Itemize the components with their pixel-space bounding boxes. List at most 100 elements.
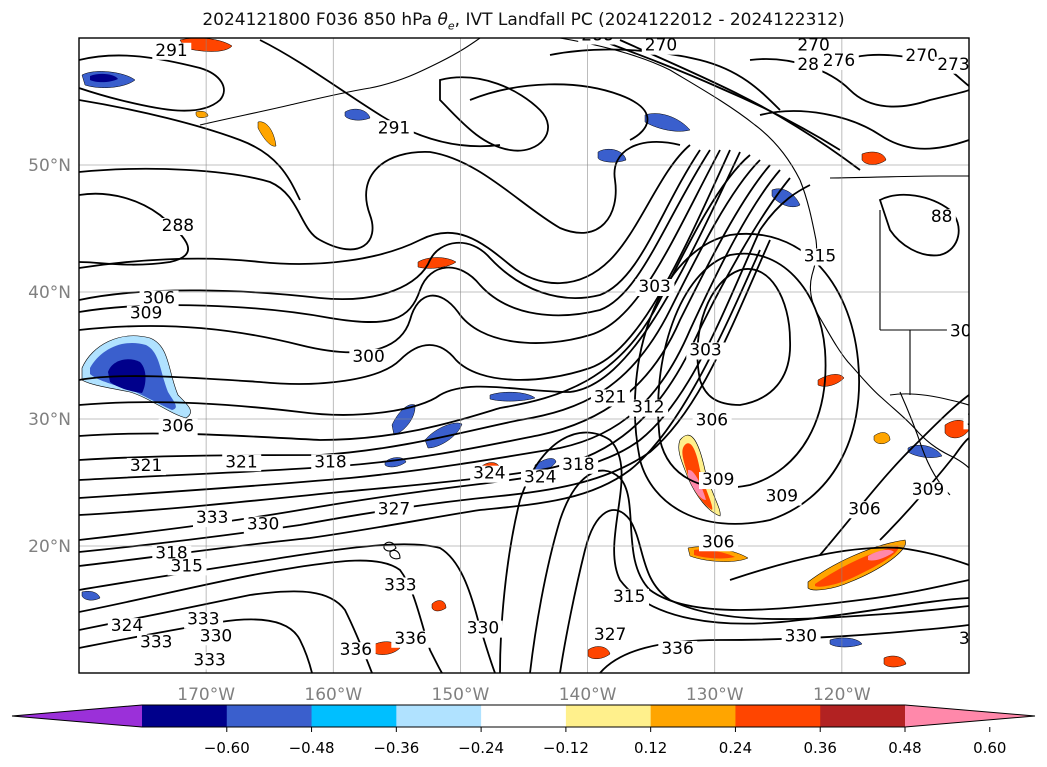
contour-label-bg — [578, 38, 618, 45]
colorbar-tick-label: −0.12 — [543, 739, 589, 757]
contour-label: 327 — [594, 625, 626, 645]
contour-label-bg — [686, 342, 726, 360]
contour-label-bg — [521, 469, 560, 487]
contour-label-bg — [908, 482, 948, 500]
contour-label-bg — [635, 279, 675, 296]
contour-label-bg — [781, 628, 821, 646]
contour-label: 336 — [661, 639, 693, 659]
contour-line — [79, 99, 301, 201]
contour-label: 318 — [314, 452, 346, 472]
contour-label: 336 — [394, 629, 426, 649]
contour-label-bg — [610, 588, 649, 606]
contour-line — [499, 431, 969, 673]
contour-label-bg — [794, 38, 834, 55]
contour-line — [79, 154, 751, 441]
positive-anomaly-blob — [873, 432, 891, 444]
colorbar-segment — [396, 705, 482, 727]
contour-label: 306 — [143, 288, 175, 308]
colorbar-outline — [11, 704, 1036, 728]
contour-label: 291 — [378, 118, 410, 138]
contour-label: 333 — [193, 650, 225, 670]
contour-label: 333 — [196, 508, 228, 528]
contour-label: 333 — [140, 633, 172, 653]
contour-label-bg — [190, 652, 230, 670]
contour-label: 336 — [340, 640, 372, 660]
contour-label: 270 — [905, 46, 937, 66]
contour-label: 321 — [130, 456, 162, 476]
contour-label: 324 — [524, 468, 556, 488]
contour-line — [599, 39, 841, 151]
contour-line — [79, 144, 691, 285]
contour-line — [729, 546, 969, 581]
contour-label: 321 — [594, 387, 626, 407]
contour-label: 306 — [848, 499, 880, 519]
contour-line — [79, 54, 225, 112]
contour-label-bg — [559, 456, 599, 474]
contour-label-bg — [470, 465, 510, 483]
contour-label: 28 — [797, 55, 819, 75]
contour-label-bg — [137, 634, 177, 652]
contour-line — [819, 394, 969, 556]
hawaii-island — [389, 549, 401, 560]
negative-anomaly-blob — [907, 445, 943, 458]
contour-line — [439, 76, 549, 152]
colorbar-tick-label: 0.48 — [888, 739, 921, 757]
contour-label: 318 — [562, 455, 594, 475]
contour-label-bg — [794, 56, 823, 74]
contour-label-bg — [243, 516, 283, 534]
contour-label-bg — [336, 642, 376, 660]
contour-label-bg — [692, 412, 732, 430]
lat-tick-labels: 20°N 30°N 40°N 50°N — [28, 156, 71, 557]
colorbar-tick-label: 0.12 — [634, 739, 667, 757]
title-theta-sub: e — [447, 19, 455, 33]
colorbar-segment — [142, 705, 228, 727]
coastline-alaska — [199, 38, 481, 126]
negative-anomaly-blob — [344, 108, 371, 121]
contour-label-bg — [927, 209, 956, 227]
contour-label: 309 — [130, 304, 162, 324]
contour-label: 303 — [689, 341, 721, 361]
contour-line — [79, 559, 443, 673]
colorbar-segment — [565, 705, 652, 727]
contour-label-bg — [699, 534, 738, 552]
contour-line — [79, 149, 721, 354]
contour-label-bg — [699, 472, 738, 490]
contour-label: 315 — [613, 587, 645, 607]
coastlines — [199, 38, 969, 560]
contour-label: 291 — [155, 41, 187, 61]
title-prefix: 2024121800 F036 850 hPa — [202, 10, 438, 30]
contour-label: 330 — [467, 619, 499, 639]
contour-line — [79, 249, 761, 567]
title-theta: θ — [437, 10, 448, 30]
contour-label: 327 — [378, 499, 410, 519]
lon-tick-label: 160°W — [304, 685, 362, 705]
contour-line — [529, 469, 969, 673]
contour-line — [79, 164, 771, 481]
contour-label: 315 — [804, 247, 836, 267]
contour-label: 288 — [162, 216, 194, 236]
contour-label-bg — [374, 120, 414, 138]
contour-line — [878, 193, 960, 257]
contour-label: 270 — [645, 36, 677, 56]
negative-anomaly-blob — [644, 113, 691, 132]
coastline-california — [819, 317, 969, 469]
contour-line — [619, 39, 861, 171]
contour-label: 30 — [950, 321, 972, 341]
contour-label-bg — [845, 501, 885, 519]
contour-line — [79, 149, 731, 385]
contour-label-bg — [934, 56, 969, 74]
contour-label-bg — [641, 38, 681, 55]
negative-anomaly-blob — [391, 404, 416, 436]
lon-tick-label: 170°W — [177, 685, 235, 705]
positive-anomaly-blob — [861, 151, 887, 165]
contour-label-bg — [139, 290, 179, 308]
contour-label: 309 — [912, 480, 944, 500]
contour-label: 321 — [225, 452, 257, 472]
contour-label: 306 — [702, 532, 734, 552]
contour-label: 333 — [384, 575, 416, 595]
positive-anomaly-blob — [682, 443, 713, 510]
contour-label: 303 — [638, 277, 670, 297]
contour-label: 312 — [632, 398, 664, 418]
contour-line — [79, 149, 711, 323]
